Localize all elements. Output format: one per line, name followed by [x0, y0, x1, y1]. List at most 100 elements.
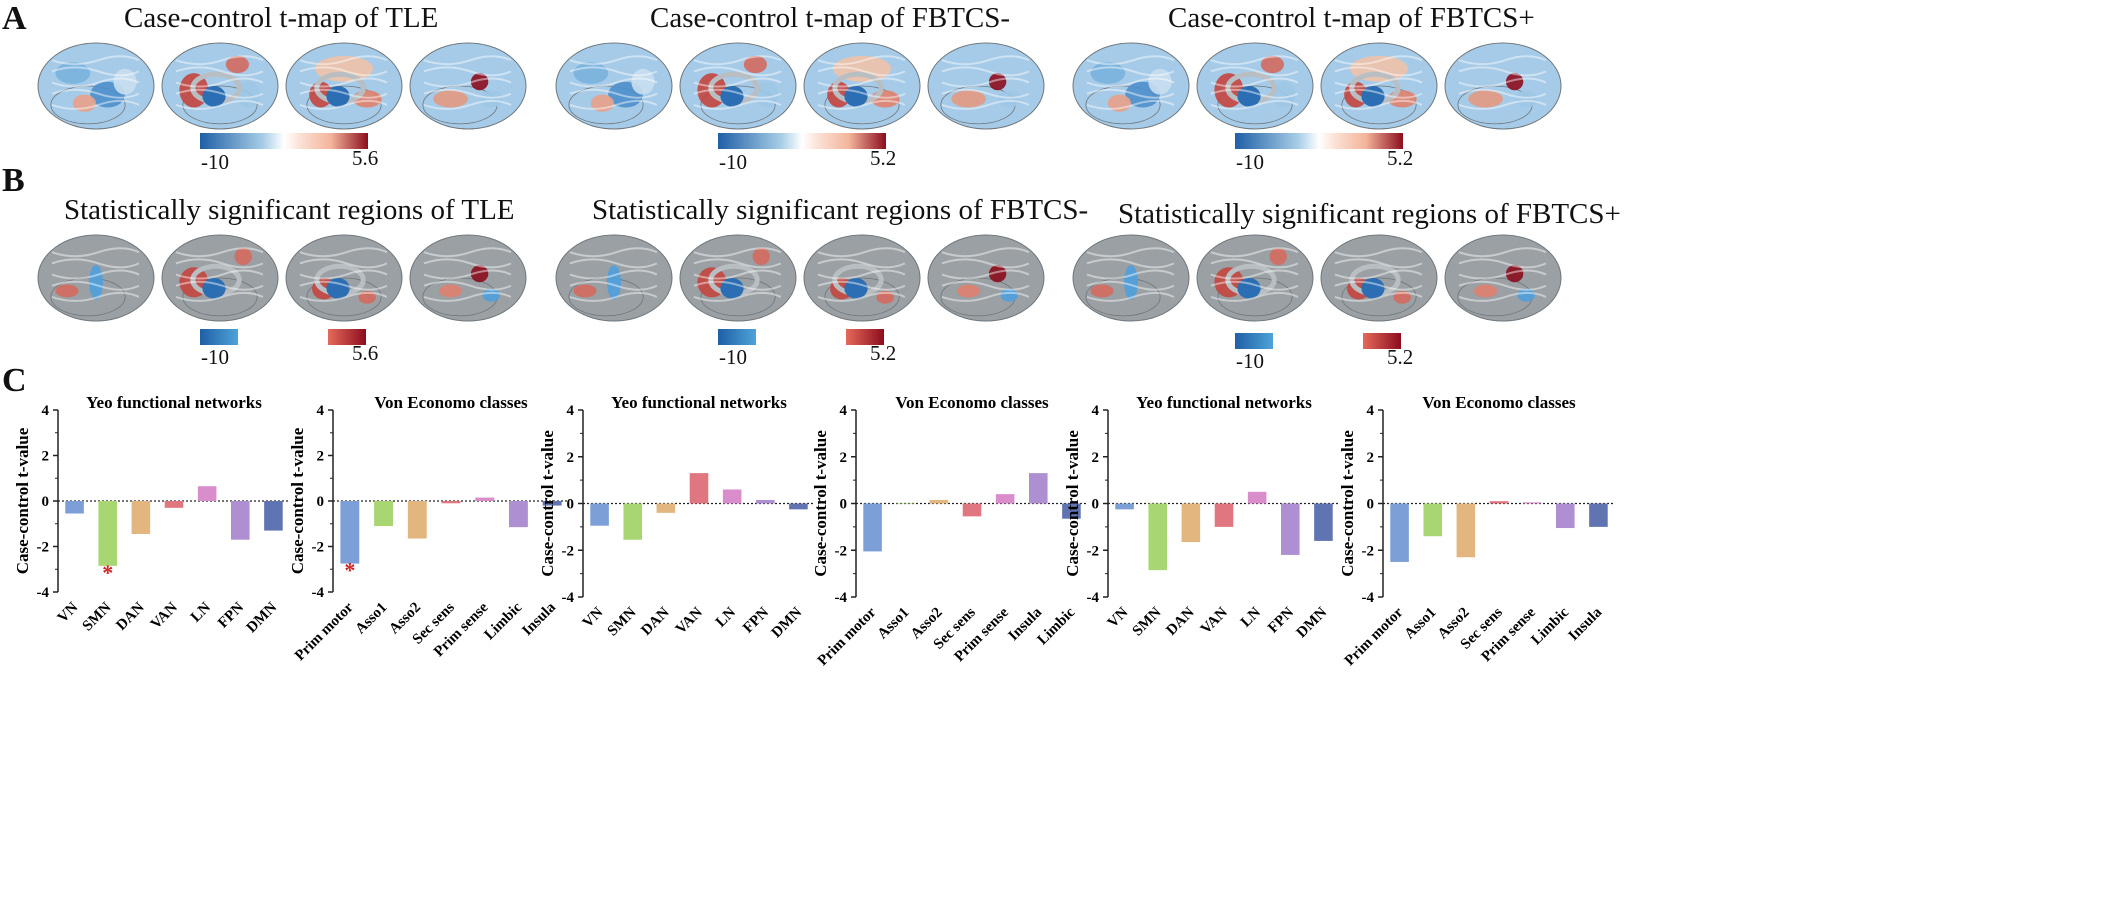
- y-tick-label: 0: [840, 497, 848, 513]
- x-tick-label: DAN: [1163, 604, 1197, 638]
- x-tick-label: DMN: [1294, 604, 1331, 641]
- colorbar-positive: [1363, 333, 1401, 349]
- bar: [374, 501, 394, 527]
- x-tick-label: FPN: [1265, 604, 1297, 636]
- brain-surface: [1196, 42, 1314, 130]
- x-tick-label: SMN: [605, 604, 640, 639]
- bar-chart: Von Economo classes Case-control t-value 4…: [1338, 393, 1615, 669]
- panel-b-title-2: Statistically significant regions of FBT…: [592, 194, 1089, 226]
- y-tick-label: 4: [567, 403, 575, 419]
- y-tick-label: -2: [37, 540, 50, 556]
- bar: [65, 501, 84, 514]
- x-tick-label: SMN: [1130, 604, 1165, 639]
- y-axis-label: Case-control t-value: [1063, 430, 1082, 577]
- x-tick-label: Limbic: [1528, 604, 1572, 648]
- bar: [264, 501, 283, 531]
- colorbar-negative: [1235, 333, 1273, 349]
- x-tick-label: VAN: [148, 599, 181, 632]
- x-tick-label: LN: [1238, 604, 1264, 630]
- panel-letter-c: C: [2, 362, 27, 399]
- bar: [441, 501, 461, 504]
- brain-surface: [37, 234, 155, 322]
- chart-title: Von Economo classes: [1422, 393, 1576, 412]
- x-tick-label: FPN: [215, 599, 247, 631]
- colorbar-min-label: -10: [1236, 150, 1264, 174]
- brain-surface: [1196, 234, 1314, 322]
- brain-surface: [927, 42, 1045, 130]
- colorbar-max-label: 5.6: [352, 341, 379, 365]
- bar: [1181, 503, 1201, 543]
- x-tick-label: VN: [1105, 604, 1132, 631]
- brain-surface: [161, 42, 279, 130]
- colorbar-max-label: 5.6: [352, 146, 379, 170]
- bar: [1589, 503, 1608, 527]
- brain-surface: [409, 42, 527, 130]
- bar: [1314, 503, 1333, 541]
- colorbar-continuous: [718, 133, 886, 149]
- x-tick-label: Prim motor: [1342, 604, 1407, 669]
- colorbar-min-label: -10: [201, 345, 229, 369]
- bar: [1247, 491, 1267, 504]
- bar-chart: Von Economo classes Case-control t-value 4…: [811, 393, 1088, 669]
- bar-chart: Von Economo classes Case-control t-value 4…: [288, 393, 569, 664]
- y-tick-label: -2: [562, 543, 575, 559]
- y-tick-label: 0: [1367, 497, 1375, 513]
- x-tick-label: Limbic: [482, 599, 526, 643]
- chart-title: Yeo functional networks: [86, 393, 262, 412]
- bar: [756, 499, 775, 504]
- y-tick-label: 0: [317, 494, 325, 510]
- y-tick-label: 2: [840, 450, 848, 466]
- y-tick-label: 2: [1367, 450, 1375, 466]
- y-tick-label: 4: [1367, 403, 1375, 419]
- bar: [1522, 502, 1542, 504]
- y-tick-label: 4: [840, 403, 848, 419]
- bar-chart: Yeo functional networks Case-control t-va…: [538, 393, 815, 641]
- colorbar-positive: [846, 329, 884, 345]
- bar: [407, 501, 427, 539]
- x-tick-label: Prim motor: [292, 599, 357, 664]
- y-tick-label: -4: [562, 590, 575, 606]
- x-tick-label: SMN: [80, 599, 115, 634]
- colorbar-negative: [718, 329, 756, 345]
- y-tick-label: 2: [42, 449, 50, 465]
- bar: [929, 499, 949, 504]
- bar: [1556, 503, 1575, 529]
- y-axis-label: Case-control t-value: [538, 430, 557, 577]
- bar: [1390, 503, 1409, 562]
- brain-surface: [1320, 234, 1438, 322]
- brain-surface: [1072, 42, 1190, 130]
- y-tick-label: 4: [42, 403, 50, 419]
- panel-a-title-2: Case-control t-map of FBTCS-: [650, 2, 1011, 34]
- bar: [231, 501, 250, 540]
- bar: [590, 503, 609, 526]
- bar: [623, 503, 642, 540]
- chart-title: Von Economo classes: [374, 393, 528, 412]
- colorbar-min-label: -10: [719, 345, 747, 369]
- bar: [542, 501, 562, 506]
- x-tick-label: DAN: [638, 604, 672, 638]
- bar-chart: Yeo functional networks Case-control t-va…: [1063, 393, 1340, 641]
- brain-surface: [927, 234, 1045, 322]
- bar: [1281, 503, 1300, 555]
- x-tick-label: VAN: [1198, 604, 1231, 637]
- y-tick-label: -2: [1087, 543, 1100, 559]
- x-tick-label: LN: [188, 599, 214, 625]
- bar: [508, 501, 528, 528]
- bar: [1456, 503, 1476, 558]
- bar: [1148, 503, 1167, 571]
- y-axis-label: Case-control t-value: [13, 427, 32, 574]
- x-tick-label: Prim motor: [815, 604, 880, 669]
- panel-b-title-3: Statistically significant regions of FBT…: [1118, 198, 1621, 230]
- x-tick-label: VN: [55, 599, 82, 626]
- colorbar-min-label: -10: [1236, 349, 1264, 373]
- bar: [131, 501, 151, 534]
- x-tick-label: Asso1: [875, 605, 913, 643]
- bar: [340, 501, 360, 564]
- bar: [656, 503, 676, 513]
- x-tick-label: VN: [580, 604, 607, 631]
- brain-surface: [555, 234, 673, 322]
- brain-surface: [803, 42, 921, 130]
- brain-surface: [1320, 42, 1438, 130]
- bar: [1423, 503, 1442, 537]
- bar: [197, 486, 217, 501]
